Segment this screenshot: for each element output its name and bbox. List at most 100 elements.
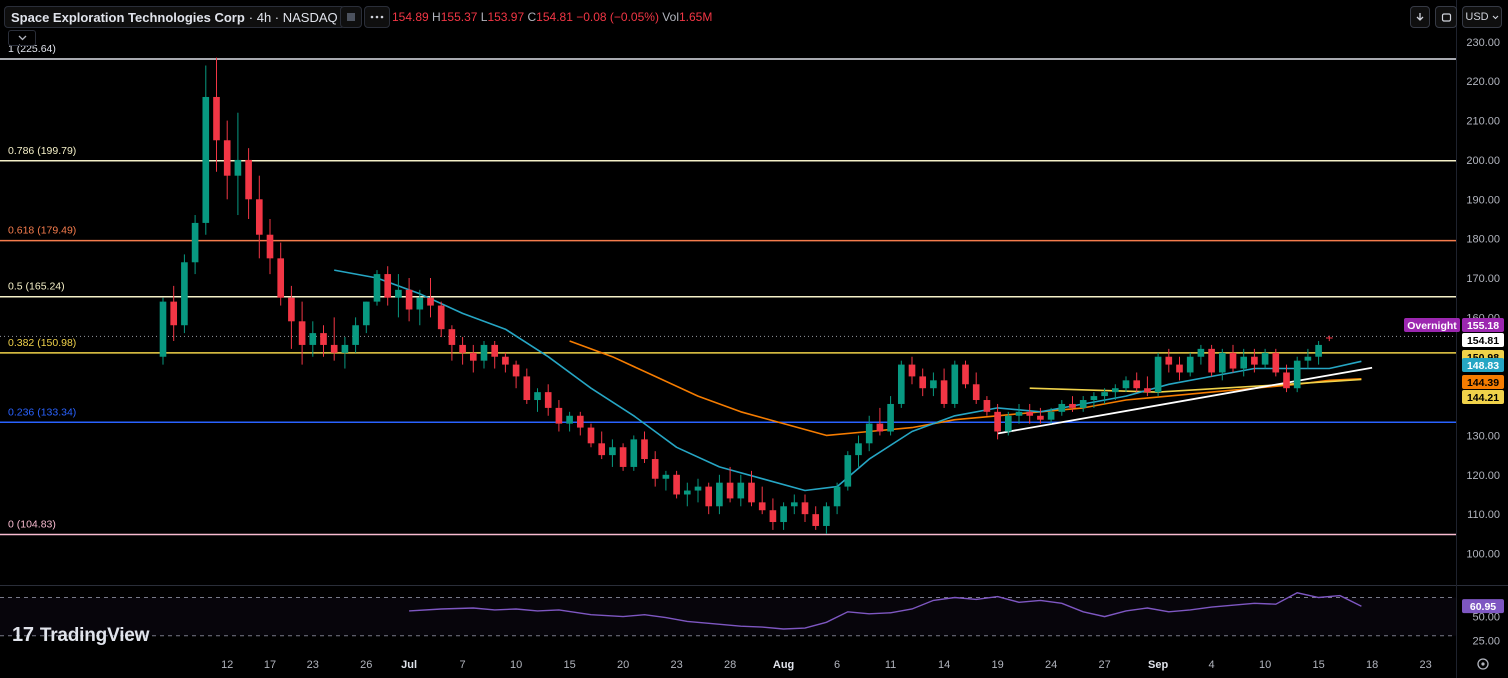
candle-body [1325, 337, 1333, 339]
fib-level-label: 0 (104.83) [8, 519, 56, 531]
candle-body [1261, 352, 1269, 365]
fib-level-label: 0.382 (150.98) [8, 337, 76, 349]
candle-body [908, 364, 916, 377]
candle-body [940, 380, 948, 404]
candle [940, 368, 948, 408]
candle-body [887, 403, 894, 432]
symbol-title-box[interactable]: Space Exploration Technologies Corp · 4h… [4, 6, 345, 28]
candle [320, 325, 327, 357]
candle-body [512, 364, 520, 377]
candle [191, 215, 199, 275]
candle-body [373, 274, 381, 302]
fib-retracement[interactable]: 1 (225.64) 0.786 (199.79) 0.618 (179.49) 0.… [0, 43, 1456, 536]
candle [1122, 376, 1130, 393]
download-icon [1416, 12, 1424, 21]
candle-body [234, 159, 242, 176]
candle [1090, 392, 1098, 408]
candle [298, 301, 306, 365]
tradingview-logo-text: TradingView [39, 624, 150, 646]
time-axis[interactable]: 12 17 23 26 Jul 7 10 15 20 23 28 Aug 6 11 14 19 24 27 Sep 4… [221, 658, 1489, 671]
candle [705, 482, 713, 515]
collapse-legend-button[interactable] [8, 30, 36, 46]
candle-body [277, 258, 285, 298]
candle [352, 317, 359, 353]
candle [1325, 335, 1333, 342]
open-value: 154.89 [392, 10, 429, 24]
candle [234, 112, 242, 216]
candle-body [994, 411, 1001, 432]
candle [919, 368, 927, 397]
chevron-down-icon [18, 35, 26, 41]
candle-body [919, 376, 927, 389]
rsi-line [409, 592, 1362, 630]
candle [683, 482, 691, 507]
candle-body [587, 427, 595, 444]
time-tick-label: 17 [264, 659, 276, 671]
flag-icon[interactable] [340, 6, 362, 28]
candle-body [619, 447, 627, 467]
time-tick-label: 6 [834, 659, 840, 671]
candle [833, 482, 841, 515]
candle [159, 297, 167, 365]
time-tick-label: 11 [885, 659, 896, 671]
time-tick-label: 18 [1366, 659, 1378, 671]
candle-body [930, 380, 937, 389]
candle [1261, 348, 1269, 369]
candle [405, 278, 413, 322]
candle-body [962, 364, 969, 385]
candle [876, 407, 884, 436]
currency-select[interactable]: USD [1462, 6, 1502, 28]
candle-body [716, 482, 723, 507]
candle [726, 466, 734, 503]
close-label: C [527, 10, 537, 24]
candle [384, 266, 392, 306]
candle [255, 175, 263, 259]
fib-level-label: 0.236 (133.34) [8, 406, 76, 418]
candle [1208, 344, 1215, 377]
candle-body [416, 297, 424, 310]
candle [566, 411, 573, 432]
candle [801, 494, 809, 523]
time-tick-label: 27 [1098, 659, 1110, 671]
fib-level-label: 0.786 (199.79) [8, 145, 76, 157]
candle-body [1208, 348, 1215, 373]
dots-icon[interactable] [364, 6, 390, 28]
tradingview-logo[interactable]: 17 TradingView [12, 624, 149, 647]
currency-label: USD [1465, 11, 1489, 23]
candle [1304, 348, 1312, 369]
candle [181, 254, 188, 334]
time-tick-label: 15 [563, 659, 575, 671]
time-tick-label: 7 [460, 659, 466, 671]
candle [1229, 344, 1237, 373]
candle [619, 443, 627, 471]
candle-body [480, 344, 488, 361]
candle [1101, 388, 1108, 404]
download-button[interactable] [1410, 6, 1430, 28]
candle-body [191, 222, 199, 263]
price-label-session: Overnight [1404, 318, 1460, 332]
candle-body [1037, 415, 1044, 420]
candle-body [437, 305, 445, 330]
price-label-text: 144.39 [1467, 377, 1499, 389]
candle-body [523, 376, 531, 401]
price-label-bg [1404, 318, 1460, 332]
candle-body [1015, 411, 1023, 416]
ema-fast-line [334, 269, 1362, 492]
candle [448, 325, 456, 361]
time-tick-label: Sep [1148, 659, 1168, 671]
low-label: L [480, 10, 488, 24]
candle [823, 502, 830, 534]
candle [1293, 356, 1301, 393]
candle-body [823, 506, 830, 526]
candle [651, 451, 659, 487]
rsi-value-text: 60.95 [1470, 601, 1496, 613]
settings-gear-icon[interactable] [1477, 658, 1489, 670]
time-tick-label: 23 [670, 659, 682, 671]
candle-body [844, 455, 852, 487]
candle-body [748, 482, 755, 503]
time-tick-label: 24 [1045, 659, 1057, 671]
snapshot-button[interactable] [1435, 6, 1457, 28]
candle-body [641, 439, 648, 460]
